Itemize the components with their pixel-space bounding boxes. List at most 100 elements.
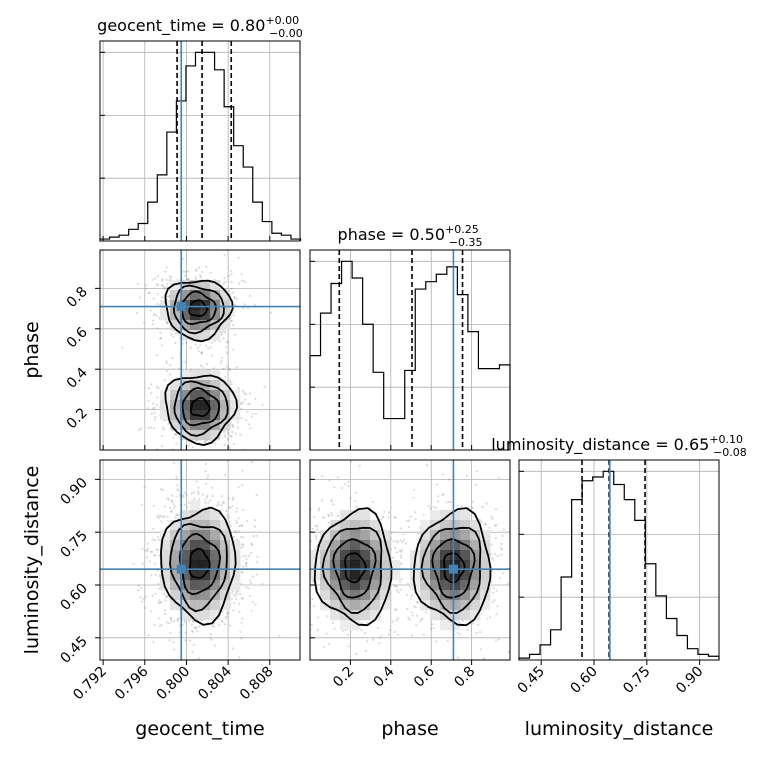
density-cell xyxy=(180,380,191,391)
panel-background xyxy=(519,460,719,660)
scatter-point xyxy=(219,361,222,364)
density-cell xyxy=(190,400,201,411)
scatter-point xyxy=(222,367,225,371)
scatter-point xyxy=(151,550,154,554)
scatter-point xyxy=(150,383,153,386)
scatter-point xyxy=(211,486,214,489)
scatter-point xyxy=(173,648,176,651)
scatter-point xyxy=(183,503,186,506)
scatter-point xyxy=(164,612,167,616)
scatter-point xyxy=(249,392,252,395)
scatter-point xyxy=(229,434,232,437)
scatter-point xyxy=(231,647,234,650)
scatter-point xyxy=(410,634,413,637)
scatter-point xyxy=(380,634,383,637)
scatter-point xyxy=(169,275,172,278)
scatter-point xyxy=(223,433,226,437)
scatter-point xyxy=(248,402,251,405)
scatter-point xyxy=(156,302,159,306)
scatter-point xyxy=(151,594,154,598)
contour-line xyxy=(412,507,492,627)
density-cell xyxy=(420,590,431,601)
scatter-point xyxy=(237,517,240,520)
scatter-point xyxy=(394,585,397,588)
density-cell xyxy=(160,570,171,581)
scatter-point xyxy=(166,596,169,599)
scatter-point xyxy=(236,421,239,424)
density-cell xyxy=(440,530,451,541)
density-cell xyxy=(370,610,381,621)
scatter-point xyxy=(169,631,172,635)
scatter-point xyxy=(192,620,195,623)
scatter-point xyxy=(330,511,333,514)
density-cell xyxy=(360,580,371,591)
scatter-point xyxy=(197,486,200,489)
scatter-point xyxy=(159,337,162,340)
scatter-point xyxy=(330,514,333,517)
scatter-point xyxy=(175,495,178,498)
scatter-point xyxy=(231,430,234,434)
scatter-point xyxy=(220,359,223,362)
density-cell xyxy=(160,300,171,311)
panel-frame xyxy=(518,459,720,661)
scatter-point xyxy=(175,513,178,516)
density-cell xyxy=(160,540,171,551)
scatter-point xyxy=(323,646,326,649)
scatter-point xyxy=(151,538,154,541)
density-cell xyxy=(200,320,211,331)
histogram-geocent_time xyxy=(99,51,302,241)
density-cell xyxy=(190,380,201,391)
scatter-point xyxy=(160,488,163,491)
density-cell xyxy=(170,560,181,571)
scatter-point xyxy=(254,412,258,415)
truth-marker xyxy=(448,564,458,574)
density-cell xyxy=(210,540,221,551)
scatter-point xyxy=(163,379,166,382)
scatter-point xyxy=(204,470,207,473)
scatter-point xyxy=(166,321,169,324)
scatter-point xyxy=(174,453,176,455)
density-cell xyxy=(330,610,341,621)
scatter-point xyxy=(157,284,160,287)
scatter-point xyxy=(377,626,380,630)
scatter-point xyxy=(168,507,171,510)
scatter-point xyxy=(220,619,224,622)
scatter-point xyxy=(200,350,203,354)
x-tick-label: 0.4 xyxy=(371,663,398,690)
scatter-point xyxy=(192,491,196,494)
scatter-point xyxy=(231,498,235,501)
scatter-point xyxy=(231,425,234,428)
scatter-point xyxy=(397,617,400,620)
scatter-point xyxy=(171,357,174,360)
scatter-point xyxy=(231,591,234,594)
scatter-point xyxy=(245,562,248,565)
scatter-point xyxy=(144,287,147,290)
scatter-point xyxy=(156,327,159,330)
scatter-point xyxy=(314,535,317,538)
density-cell xyxy=(460,610,471,621)
density-cell xyxy=(460,550,471,561)
scatter-point xyxy=(204,344,208,347)
scatter-point xyxy=(231,505,234,508)
contour-line xyxy=(443,552,466,584)
contour-line xyxy=(188,547,211,579)
scatter-point xyxy=(165,360,168,363)
scatter-point xyxy=(409,597,412,600)
scatter-point xyxy=(185,493,188,496)
density-cell xyxy=(180,430,191,441)
scatter-point xyxy=(250,582,253,585)
scatter-point xyxy=(186,270,190,273)
scatter-point xyxy=(206,477,209,480)
scatter-point xyxy=(235,521,239,525)
scatter-point xyxy=(155,385,159,389)
scatter-point xyxy=(327,514,330,518)
scatter-point xyxy=(405,542,408,545)
density-cell xyxy=(350,530,361,541)
scatter-point xyxy=(471,500,474,503)
scatter-point xyxy=(169,364,172,367)
scatter-point xyxy=(399,539,402,542)
density-cell xyxy=(210,380,221,391)
density-cell xyxy=(170,420,181,431)
density-cell xyxy=(480,530,491,541)
scatter-point xyxy=(199,275,202,279)
